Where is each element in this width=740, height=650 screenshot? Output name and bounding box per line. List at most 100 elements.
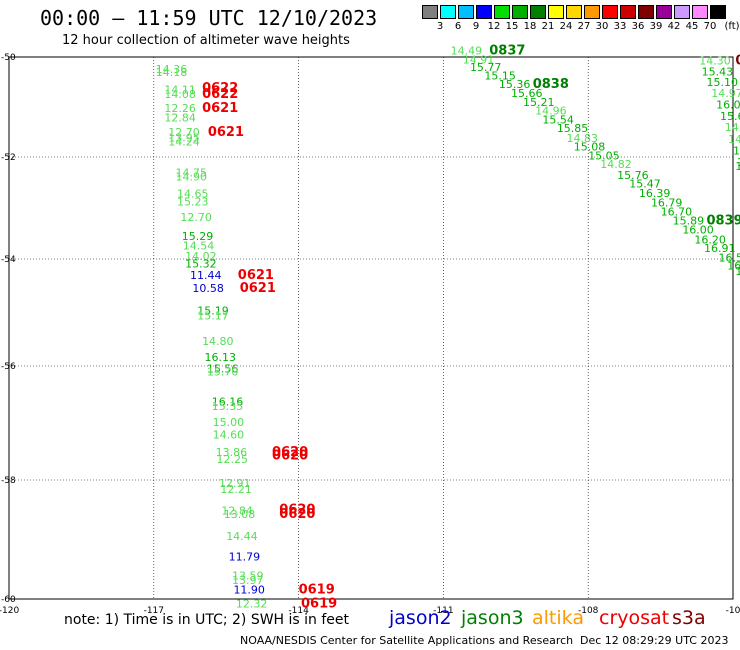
time-label: 0621 — [202, 101, 238, 116]
time-label: 0621 — [240, 281, 276, 296]
wave-height-label: 11.44 — [190, 269, 222, 282]
wave-height-label: 14.80 — [202, 335, 234, 348]
legend-label: 42 — [667, 21, 681, 32]
lon-tick-label: -111 — [433, 606, 453, 616]
wave-height-label: 13.86 — [216, 446, 248, 459]
wave-height-label: 15.15 — [484, 70, 515, 83]
wave-height-label: 10.58 — [192, 282, 224, 295]
wave-height-label: 14.97 — [711, 87, 740, 100]
wave-height-label: 16.70 — [661, 206, 693, 219]
timestamp: Dec 12 08:29:29 UTC 2023 — [580, 634, 729, 647]
wave-height-label: 14.18 — [156, 66, 188, 79]
wave-height-label: 14.91 — [463, 54, 495, 67]
satellite-cryosat: cryosat — [599, 607, 670, 629]
wave-height-label: 16.00 — [682, 224, 714, 237]
wave-height-label: 15.56 — [207, 362, 239, 375]
wave-height-label: 16.92 — [727, 260, 740, 273]
lon-tick-label: -120 — [0, 606, 19, 616]
wave-height-label: 13.59 — [232, 569, 264, 582]
satellite-s3a: s3a — [672, 607, 706, 629]
legend-label: 3 — [436, 21, 444, 32]
satellite-altika: altika — [532, 607, 584, 629]
wave-height-label: 14.82 — [600, 158, 632, 171]
legend-label: 33 — [613, 21, 627, 32]
wave-height-label: 15.08 — [574, 141, 606, 154]
credit-line: NOAA/NESDIS Center for Satellite Applica… — [240, 634, 574, 647]
wave-height-label: 16.20 — [694, 234, 726, 247]
time-label: 0549 — [735, 54, 740, 69]
wave-height-label: 15.47 — [629, 178, 661, 191]
wave-height-label: 15.54 — [542, 114, 574, 127]
time-label: 0620 — [272, 448, 308, 463]
time-label: 0838 — [533, 77, 569, 92]
legend-label: 70 — [703, 21, 717, 32]
wave-height-label: 14.75 — [176, 166, 208, 179]
legend-label: 27 — [577, 21, 591, 32]
wave-height-label: 12.84 — [164, 112, 196, 125]
wave-height-label: 15.00 — [213, 416, 245, 429]
legend-swatch — [566, 5, 582, 19]
wave-height-label: 15.36 — [499, 78, 531, 91]
wave-height-label: 14.08 — [164, 88, 196, 101]
lat-tick-label: -56 — [1, 362, 16, 372]
wave-height-label: 14.60 — [213, 428, 245, 441]
legend-label: 45 — [685, 21, 699, 32]
time-label: 0622 — [202, 81, 238, 96]
wave-height-label: 14.30 — [699, 55, 731, 68]
wave-height-label: 15.21 — [523, 96, 555, 109]
wave-height-label: 15.43 — [702, 66, 734, 79]
map-title: 00:00 – 11:59 UTC 12/10/2023 — [40, 6, 378, 30]
time-label: 0622 — [202, 87, 238, 102]
legend-label: 36 — [631, 21, 645, 32]
legend-swatch — [710, 5, 726, 19]
legend-swatch — [458, 5, 474, 19]
legend-swatch — [674, 5, 690, 19]
wave-height-label: 15.17 — [197, 309, 229, 322]
wave-height-label: 12.32 — [236, 597, 268, 610]
wave-height-label: 15.66 — [511, 87, 543, 100]
legend-swatch — [494, 5, 510, 19]
lon-tick-label: -117 — [144, 606, 164, 616]
wave-height-label: 16.16 — [212, 395, 244, 408]
legend-label: 18 — [523, 21, 537, 32]
legend-swatch — [440, 5, 456, 19]
axis-ticks: -120 -117 -114 -111 -108 -10 -50 -52 -54 -56 -58 -6… — [0, 53, 740, 616]
wave-height-label: 12.84 — [221, 505, 253, 518]
lon-tick-label: -10 — [726, 606, 740, 616]
wave-height-label: 12.21 — [220, 483, 252, 496]
wave-height-label: 15.65 — [720, 110, 740, 123]
legend-swatch — [584, 5, 600, 19]
wave-height-label: 15.29 — [182, 230, 214, 243]
time-label: 0621 — [208, 125, 244, 140]
legend-label: 30 — [595, 21, 609, 32]
legend-unit: (ft) — [724, 21, 740, 32]
footnote: note: 1) Time is in UTC; 2) SWH is in fe… — [64, 612, 350, 628]
wave-height-label: 15.35 — [212, 400, 244, 413]
wave-height-label: 16.39 — [639, 187, 671, 200]
legend-label: 24 — [559, 21, 573, 32]
time-label: 0839 — [706, 213, 740, 228]
wave-height-label: 13.97 — [232, 574, 264, 587]
wave-height-label: 15.70 — [207, 366, 239, 379]
legend-swatch — [602, 5, 618, 19]
wave-height-label: 15.19 — [197, 305, 229, 318]
lat-tick-label: -50 — [1, 53, 16, 63]
time-label: 0621 — [238, 268, 274, 283]
map-grid — [8, 56, 734, 600]
lon-tick-label: -114 — [288, 606, 309, 616]
wave-height-label: 15.89 — [673, 214, 705, 227]
wave-height-label: 15.05 — [588, 150, 620, 163]
satellite-jason2: jason2 — [389, 607, 452, 629]
wave-height-label: 15.77 — [470, 61, 502, 74]
legend-label: 15 — [505, 21, 519, 32]
wave-height-label: 15.17 — [733, 145, 740, 158]
legend-swatch — [422, 5, 438, 19]
wave-height-label: 14.36 — [156, 63, 188, 76]
legend-swatch — [656, 5, 672, 19]
wave-height-label: 16.13 — [204, 351, 236, 364]
wave-height-label: 14.09 — [725, 121, 740, 134]
wave-height-label: 11.90 — [233, 584, 265, 597]
time-label: 0620 — [272, 445, 308, 460]
lat-tick-label: -60 — [1, 595, 16, 605]
